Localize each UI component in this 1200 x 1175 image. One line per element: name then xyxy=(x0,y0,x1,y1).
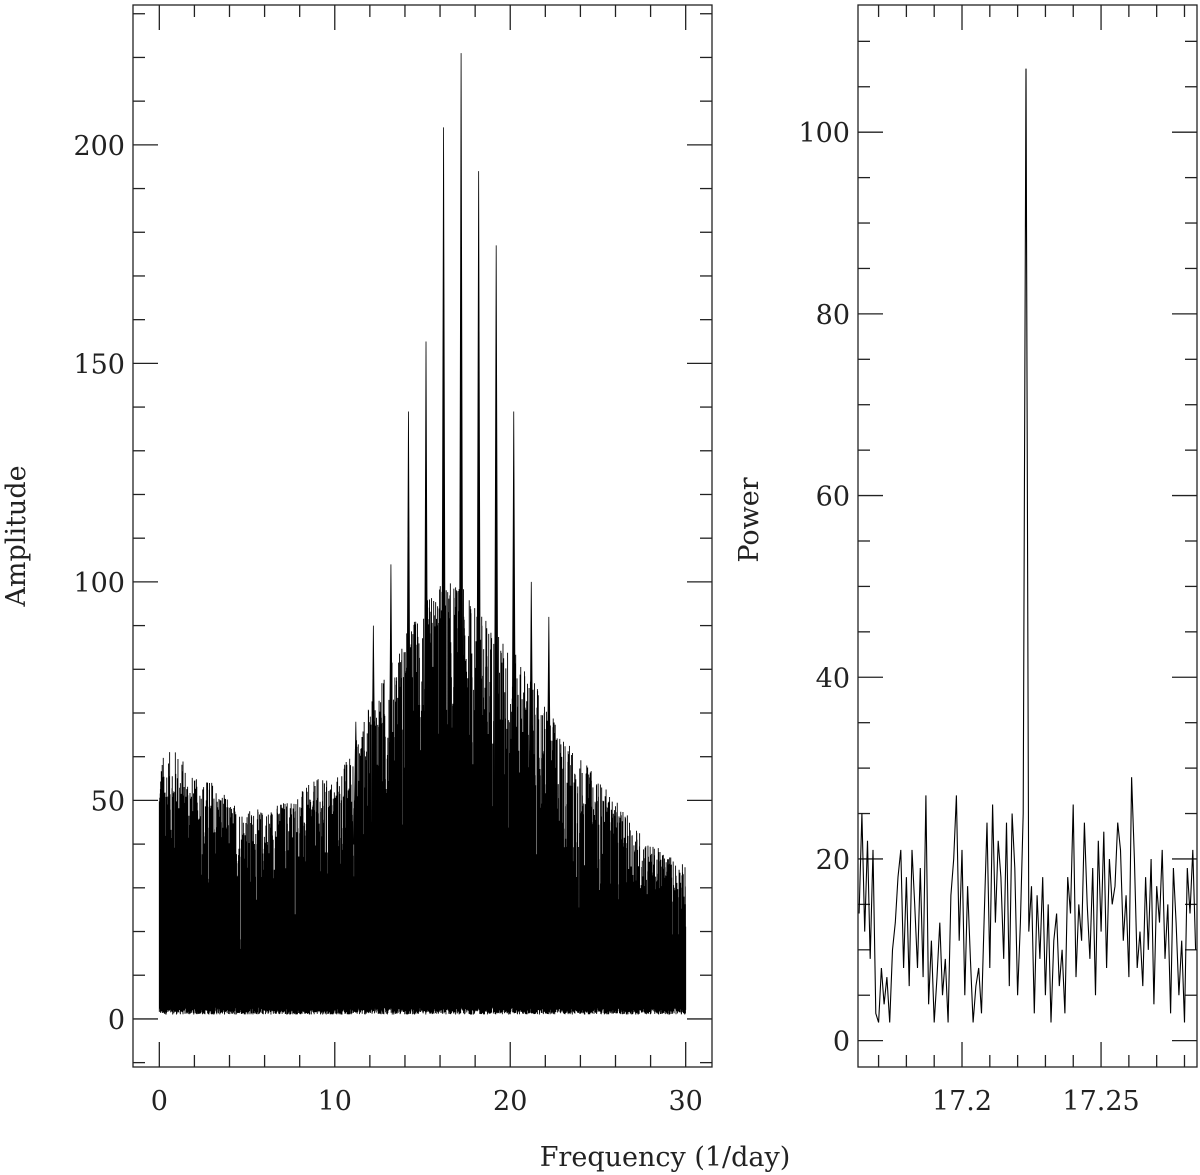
x-tick-label: 17.25 xyxy=(1062,1086,1139,1117)
spectrum-peak xyxy=(388,564,394,845)
spectrum-peak xyxy=(406,411,411,845)
y-tick-label: 60 xyxy=(816,482,850,513)
y-tick-label: 150 xyxy=(73,349,125,380)
spectrum-peak xyxy=(493,245,499,845)
x-tick-label: 0 xyxy=(151,1086,168,1117)
right-y-axis-label: Power xyxy=(734,477,765,562)
spectrum-peak xyxy=(511,411,517,845)
y-tick-label: 40 xyxy=(816,663,850,694)
spectrum-peak xyxy=(441,127,446,845)
power-spectrum-line xyxy=(858,68,1197,1023)
spectrum-peak xyxy=(528,581,534,845)
y-tick-label: 100 xyxy=(798,118,850,149)
x-tick-label: 17.2 xyxy=(932,1086,992,1117)
x-tick-label: 10 xyxy=(318,1086,352,1117)
left-y-axis-label: Amplitude xyxy=(1,465,32,607)
spectrum-peak xyxy=(546,616,552,845)
spectrum-peak xyxy=(476,171,482,845)
plot-frame xyxy=(857,4,1198,1068)
y-tick-label: 0 xyxy=(108,1005,125,1036)
right-panel: 17.2 17.25 0 20 40 60 80 100 xyxy=(798,4,1198,1117)
spectrum-peak xyxy=(370,625,376,845)
y-tick-label: 0 xyxy=(833,1027,850,1058)
y-tick-label: 20 xyxy=(816,845,850,876)
y-tick-label: 200 xyxy=(73,131,125,162)
left-panel: 0 10 20 30 0 50 100 150 200 xyxy=(73,4,713,1117)
plot-frame xyxy=(132,4,713,1068)
y-tick-label: 80 xyxy=(816,300,850,331)
x-tick-label: 30 xyxy=(669,1086,703,1117)
y-tick-label: 50 xyxy=(91,786,125,817)
y-tick-label: 100 xyxy=(73,568,125,599)
spectrum-peak xyxy=(353,721,359,845)
spectrum-peak xyxy=(423,341,429,845)
x-tick-label: 20 xyxy=(493,1086,527,1117)
spectrum-noise xyxy=(158,583,687,1015)
spectrum-peak xyxy=(458,53,464,845)
x-axis-label: Frequency (1/day) xyxy=(540,1142,791,1173)
